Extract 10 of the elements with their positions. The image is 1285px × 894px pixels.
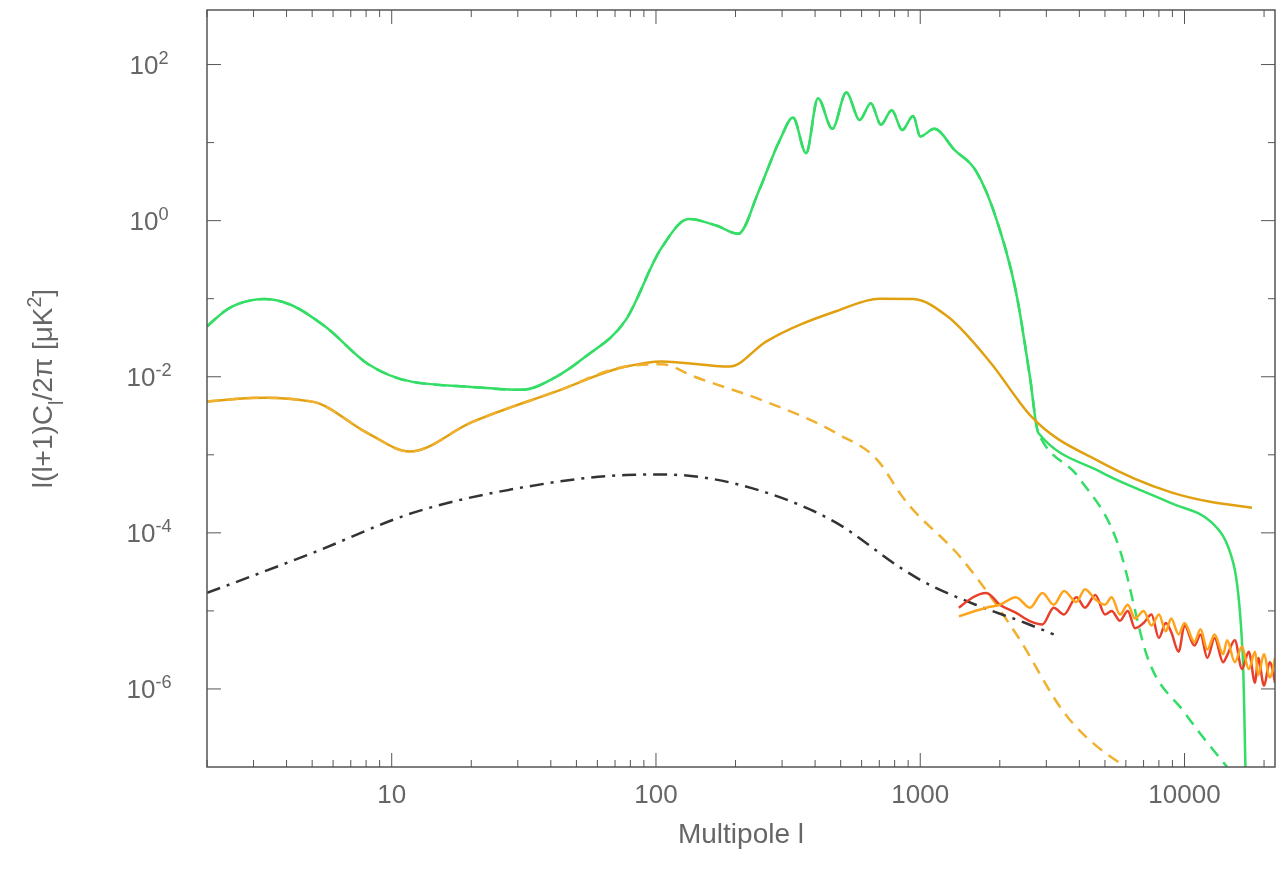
y-tick-label: 10$^{-6}$ (126, 671, 172, 704)
x-tick-label: 1000 (891, 779, 950, 809)
y-tick-label: 10$^{-2}$ (126, 359, 172, 392)
y-tick-label: 10$^{2}$ (129, 47, 169, 80)
y-tick-label: 10$^{-4}$ (126, 515, 172, 548)
x-tick-label: 10000 (1148, 779, 1221, 809)
x-tick-label: 100 (634, 779, 678, 809)
x-tick-label: 10 (377, 779, 407, 809)
x-axis-title: Multipole l (677, 818, 805, 849)
y-tick-label: 10$^{0}$ (129, 203, 169, 236)
